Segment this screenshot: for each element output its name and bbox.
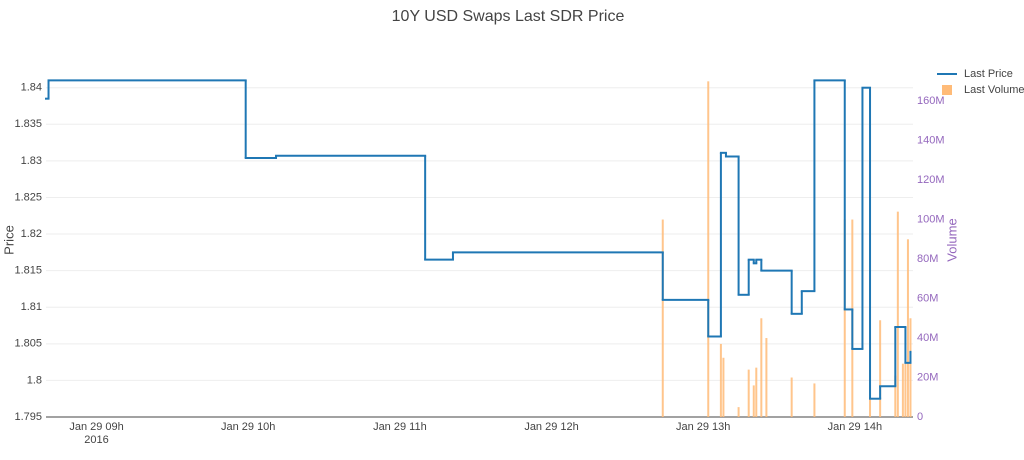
volume-bar [813,383,816,417]
x-tick-label: Jan 29 13h [676,421,730,433]
volume-bar [901,363,904,417]
volume-bar [719,343,722,417]
volume-bar [879,320,882,417]
volume-bar [722,357,725,417]
x-tick-label: Jan 29 12h [524,421,578,433]
x-tick-label: Jan 29 09h [69,421,123,433]
y-tick-label: 1.8 [27,374,42,386]
volume-bar [760,318,763,417]
volume-bar [765,338,768,417]
y2-axis-title: Volume [944,218,959,261]
volume-bar [661,219,664,417]
volume-bar [752,385,755,417]
y-tick-label: 1.825 [14,191,42,203]
y-tick-label: 1.795 [14,411,42,423]
y-tick-label: 1.815 [14,265,42,277]
y2-tick-label: 40M [917,332,938,344]
y2-tick-label: 20M [917,371,938,383]
y-tick-label: 1.83 [21,155,42,167]
volume-bar [843,219,846,417]
y2-tick-label: 60M [917,292,938,304]
volume-bar [896,211,899,417]
volume-bar [707,81,710,417]
x-tick-label: Jan 29 10h [221,421,275,433]
y-axis-title: Price [1,225,16,255]
x-tick-year: 2016 [84,434,108,446]
legend-swatch [942,85,952,95]
legend-label: Last Price [964,68,1013,80]
y2-tick-label: 100M [917,213,945,225]
y2-tick-label: 80M [917,253,938,265]
volume-bar [904,363,907,417]
y2-tick-label: 120M [917,174,945,186]
y-tick-label: 1.835 [14,118,42,130]
y2-tick-label: 140M [917,134,945,146]
y-tick-label: 1.82 [21,228,42,240]
y-tick-label: 1.84 [21,82,42,94]
volume-bar [755,367,758,417]
volume-bar [737,407,740,417]
y-tick-label: 1.81 [21,301,42,313]
y2-tick-label: 0 [917,411,923,423]
volume-bar [747,369,750,417]
chart-title: 10Y USD Swaps Last SDR Price [392,8,625,25]
volume-bar [894,375,897,417]
legend-label: Last Volume [964,84,1024,96]
y2-tick-label: 160M [917,95,945,107]
x-tick-label: Jan 29 14h [828,421,882,433]
volume-bar [909,318,912,417]
volume-bar [906,239,909,417]
volume-bar [790,377,793,417]
x-tick-label: Jan 29 11h [373,421,427,433]
y-tick-label: 1.805 [14,338,42,350]
